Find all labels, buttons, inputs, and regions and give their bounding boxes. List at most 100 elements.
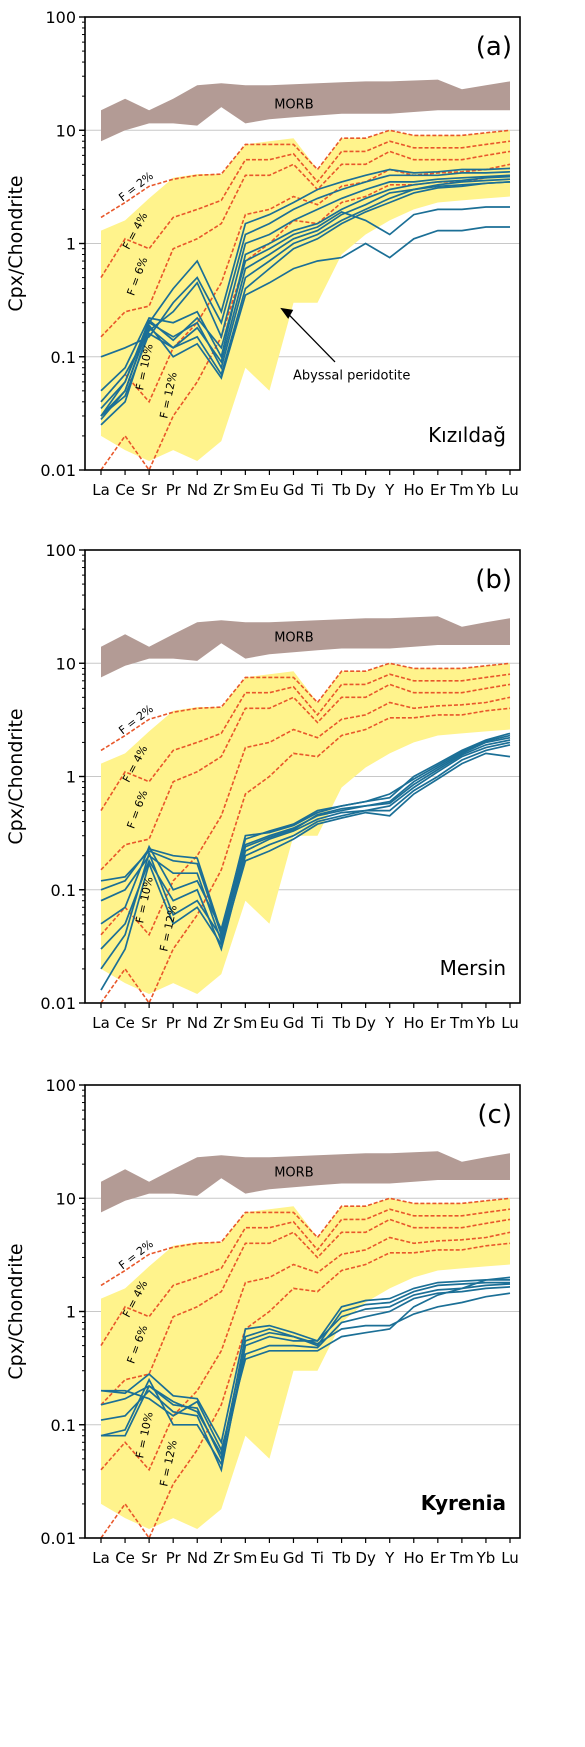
x-tick-label: Er (430, 1014, 446, 1032)
sample-line-6 (101, 1292, 511, 1457)
sample-line-3 (100, 732, 511, 932)
x-tick-label: Zr (213, 1549, 230, 1567)
y-axis-title: Cpx/Chondrite (5, 708, 27, 844)
x-tick-label: Y (384, 481, 395, 499)
sample-line-5 (101, 1276, 511, 1453)
melting-curve-3 (100, 1218, 511, 1406)
melting-curve-1 (100, 1197, 511, 1287)
x-tick-label: Nd (187, 1549, 208, 1567)
sample-line-5 (100, 167, 511, 409)
x-tick-label: Tb (331, 1014, 351, 1032)
x-tick-label: Sm (233, 1549, 257, 1567)
melting-curve-4 (100, 1231, 511, 1472)
morb-band (101, 1151, 510, 1213)
sample-line-6 (100, 181, 511, 417)
x-tick-label: Tm (449, 1549, 474, 1567)
x-tick-label: Pr (166, 1014, 182, 1032)
locality-label: Mersin (440, 956, 506, 980)
x-tick-label: Dy (355, 481, 376, 499)
x-tick-label: Tb (331, 1549, 351, 1567)
y-tick-label: 100 (45, 8, 76, 27)
y-tick-label: 10 (56, 1189, 76, 1208)
abyssal-peridotite-field (101, 1198, 510, 1529)
chart-panel-c: F = 2%F = 4%F = 6%F = 10%F = 12%MORB0.01… (5, 1076, 521, 1567)
morb-band (101, 79, 510, 142)
x-tick-label: Zr (213, 481, 230, 499)
x-tick-label: Pr (166, 1549, 182, 1567)
x-tick-label: Pr (166, 481, 182, 499)
x-tick-label: Ti (310, 1549, 324, 1567)
x-tick-label: Lu (501, 1549, 519, 1567)
melting-curve-4 (100, 163, 511, 404)
abyssal-arrowhead (280, 307, 294, 319)
x-tick-label: Gd (283, 481, 304, 499)
melting-curve-3 (100, 150, 511, 338)
x-tick-label: Lu (501, 481, 519, 499)
x-tick-label: Dy (355, 1549, 376, 1567)
x-tick-label: Tm (449, 481, 474, 499)
melting-curve-2 (100, 1208, 511, 1347)
sample-line-9 (100, 206, 510, 417)
melting-curve-1 (100, 129, 511, 219)
x-tick-label: Lu (501, 1014, 519, 1032)
sample-line-6 (100, 752, 511, 991)
sample-line-4 (100, 175, 511, 392)
sample-line-4 (100, 744, 511, 952)
x-tick-label: Eu (260, 1549, 279, 1567)
x-tick-label: La (92, 481, 110, 499)
y-axis-title: Cpx/Chondrite (5, 175, 27, 311)
x-tick-label: Ho (404, 481, 424, 499)
panel-label: (a) (476, 32, 512, 62)
panel-label: (b) (475, 565, 512, 595)
plot-area (85, 616, 520, 1003)
x-tick-label: Nd (187, 481, 208, 499)
y-tick-label: 0.1 (51, 1416, 76, 1435)
sample-line-7 (100, 734, 511, 936)
x-tick-label: Eu (260, 481, 279, 499)
y-tick-label: 1 (66, 235, 76, 254)
x-tick-label: Gd (283, 1549, 304, 1567)
melting-curve-2 (100, 673, 511, 812)
abyssal-peridotite-field (101, 130, 510, 462)
sample-line-5 (100, 739, 511, 970)
x-tick-label: Dy (355, 1014, 376, 1032)
abyssal-arrow (285, 311, 336, 363)
y-tick-label: 1 (66, 1303, 76, 1322)
melting-curve-5 (100, 174, 511, 470)
x-tick-label: Er (430, 481, 446, 499)
y-tick-label: 0.1 (51, 881, 76, 900)
morb-label: MORB (274, 631, 313, 646)
melting-curve-4 (100, 696, 511, 937)
abyssal-peridotite-label: Abyssal peridotite (293, 368, 410, 383)
x-tick-label: Y (384, 1549, 395, 1567)
plot-area (85, 1151, 520, 1538)
x-tick-label: Ce (115, 1014, 135, 1032)
melting-curve-5 (100, 1242, 511, 1538)
x-tick-label: Er (430, 1549, 446, 1567)
plot-area (85, 79, 520, 470)
x-tick-label: Tm (449, 1014, 474, 1032)
x-tick-label: Ho (404, 1549, 424, 1567)
y-tick-label: 0.1 (51, 348, 76, 367)
sample-line-7 (100, 174, 511, 403)
x-tick-label: Ti (310, 1014, 324, 1032)
y-tick-label: 0.01 (40, 461, 76, 480)
locality-label: Kyrenia (421, 1491, 506, 1515)
x-tick-label: Tb (331, 481, 351, 499)
y-tick-label: 1 (66, 768, 76, 787)
melting-curve-2 (100, 140, 511, 279)
chart-panel-b: F = 2%F = 4%F = 6%F = 10%F = 12%MORB0.01… (5, 541, 521, 1032)
y-tick-label: 10 (56, 121, 76, 140)
sample-line-3 (100, 170, 511, 358)
x-tick-label: Ce (115, 1549, 135, 1567)
x-tick-label: Sr (141, 1549, 158, 1567)
chart-panel-a: F = 2%F = 4%F = 6%F = 10%F = 12%MORBAbys… (5, 8, 521, 499)
x-tick-label: Ce (115, 481, 135, 499)
morb-band (101, 616, 510, 678)
sample-line-1 (100, 178, 511, 417)
x-tick-label: La (92, 1549, 110, 1567)
sample-line-2 (100, 741, 511, 945)
morb-label: MORB (274, 1166, 313, 1181)
sample-line-4 (100, 1286, 511, 1467)
